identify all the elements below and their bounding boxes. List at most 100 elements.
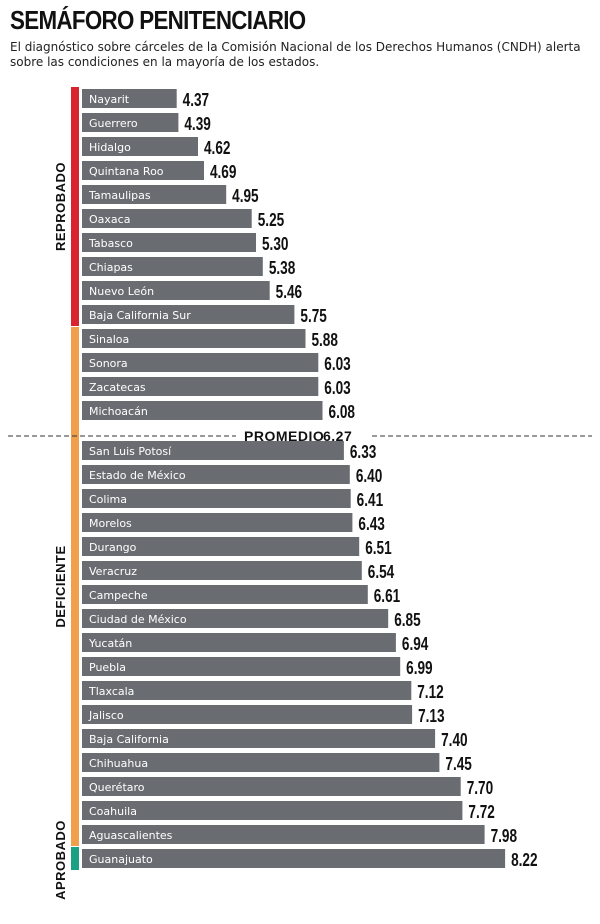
bar-16: [82, 489, 351, 508]
bar-15: [82, 465, 350, 484]
bar-1: [82, 113, 179, 132]
bar-11: [82, 353, 319, 372]
bar-28: [82, 777, 461, 796]
group-strip-1: [71, 327, 79, 846]
bar-label-6: Tabasco: [88, 237, 133, 250]
value-label-12: 6.03: [324, 378, 350, 398]
value-label-15: 6.40: [356, 466, 382, 486]
bar-label-5: Oaxaca: [89, 213, 130, 226]
value-label-13: 6.08: [329, 402, 355, 422]
bar-label-4: Tamaulipas: [88, 189, 151, 202]
bar-label-17: Morelos: [89, 517, 132, 530]
value-label-11: 6.03: [324, 354, 350, 374]
bar-7: [82, 257, 263, 276]
bar-17: [82, 513, 353, 532]
bar-label-28: Querétaro: [89, 781, 145, 794]
bar-8: [82, 281, 270, 300]
bar-label-12: Zacatecas: [89, 381, 146, 394]
bar-label-31: Guanajuato: [89, 853, 153, 866]
value-label-10: 5.88: [311, 330, 337, 350]
bar-13: [82, 401, 323, 420]
value-label-17: 6.43: [358, 514, 384, 534]
value-label-24: 7.12: [417, 682, 443, 702]
bar-14: [82, 441, 344, 460]
bar-label-19: Veracruz: [89, 565, 137, 578]
value-label-29: 7.72: [468, 802, 494, 822]
value-label-28: 7.70: [467, 778, 493, 798]
bar-label-30: Aguascalientes: [89, 829, 173, 842]
value-label-21: 6.85: [394, 610, 420, 630]
value-label-0: 4.37: [183, 90, 209, 110]
value-label-25: 7.13: [418, 706, 444, 726]
bar-19: [82, 561, 362, 580]
bar-label-2: Hidalgo: [89, 141, 131, 154]
bar-label-15: Estado de México: [89, 469, 186, 482]
bar-30: [82, 825, 485, 844]
value-label-16: 6.41: [357, 490, 383, 510]
bar-label-0: Nayarit: [89, 93, 130, 106]
value-label-4: 4.95: [232, 186, 258, 206]
bar-4: [82, 185, 227, 204]
value-label-5: 5.25: [258, 210, 284, 230]
bar-10: [82, 329, 306, 348]
bar-6: [82, 233, 256, 252]
average-value: 6.27: [323, 428, 352, 444]
bar-2: [82, 137, 198, 156]
bar-22: [82, 633, 396, 652]
bar-label-23: Puebla: [89, 661, 126, 674]
value-label-31: 8.22: [511, 850, 537, 870]
value-label-8: 5.46: [276, 282, 302, 302]
bar-label-18: Durango: [89, 541, 137, 554]
bar-0: [82, 89, 177, 108]
bar-label-25: Jalisco: [88, 709, 124, 722]
bar-label-8: Nuevo León: [89, 285, 154, 298]
bar-29: [82, 801, 463, 820]
value-label-9: 5.75: [300, 306, 326, 326]
value-label-23: 6.99: [406, 658, 432, 678]
bar-label-1: Guerrero: [89, 117, 138, 130]
chart-title: SEMÁFORO PENITENCIARIO: [10, 5, 306, 35]
bar-18: [82, 537, 360, 556]
group-label-1: DEFICIENTE: [53, 545, 68, 627]
bar-label-26: Baja California: [89, 733, 169, 746]
value-label-27: 7.45: [445, 754, 471, 774]
value-label-2: 4.62: [204, 138, 230, 158]
bar-label-14: San Luis Potosí: [89, 445, 172, 458]
bar-label-29: Coahuila: [89, 805, 137, 818]
bar-label-7: Chiapas: [89, 261, 133, 274]
group-strip-2: [71, 847, 79, 870]
bar-25: [82, 705, 413, 724]
bar-3: [82, 161, 204, 180]
bar-label-9: Baja California Sur: [89, 309, 191, 322]
bar-label-20: Campeche: [89, 589, 148, 602]
bar-23: [82, 657, 401, 676]
average-label: PROMEDIO: [244, 428, 324, 444]
bar-label-22: Yucatán: [88, 637, 132, 650]
value-label-20: 6.61: [374, 586, 400, 606]
bar-31: [82, 849, 506, 868]
value-label-26: 7.40: [441, 730, 467, 750]
bar-label-24: Tlaxcala: [88, 685, 134, 698]
value-label-14: 6.33: [350, 442, 376, 462]
group-label-0: REPROBADO: [53, 162, 68, 251]
value-label-6: 5.30: [262, 234, 288, 254]
value-label-19: 6.54: [368, 562, 394, 582]
value-label-30: 7.98: [491, 826, 517, 846]
bar-26: [82, 729, 436, 748]
bar-label-10: Sinaloa: [89, 333, 129, 346]
bar-21: [82, 609, 389, 628]
bar-label-13: Michoacán: [89, 405, 148, 418]
bar-20: [82, 585, 368, 604]
value-label-3: 4.69: [210, 162, 236, 182]
bar-label-3: Quintana Roo: [89, 165, 164, 178]
value-label-22: 6.94: [402, 634, 428, 654]
group-label-2: APROBADO: [53, 820, 68, 900]
bar-label-27: Chihuahua: [89, 757, 148, 770]
bar-9: [82, 305, 295, 324]
bar-27: [82, 753, 440, 772]
bar-24: [82, 681, 412, 700]
bar-label-21: Ciudad de México: [89, 613, 187, 626]
value-label-7: 5.38: [269, 258, 295, 278]
bar-label-16: Colima: [89, 493, 127, 506]
